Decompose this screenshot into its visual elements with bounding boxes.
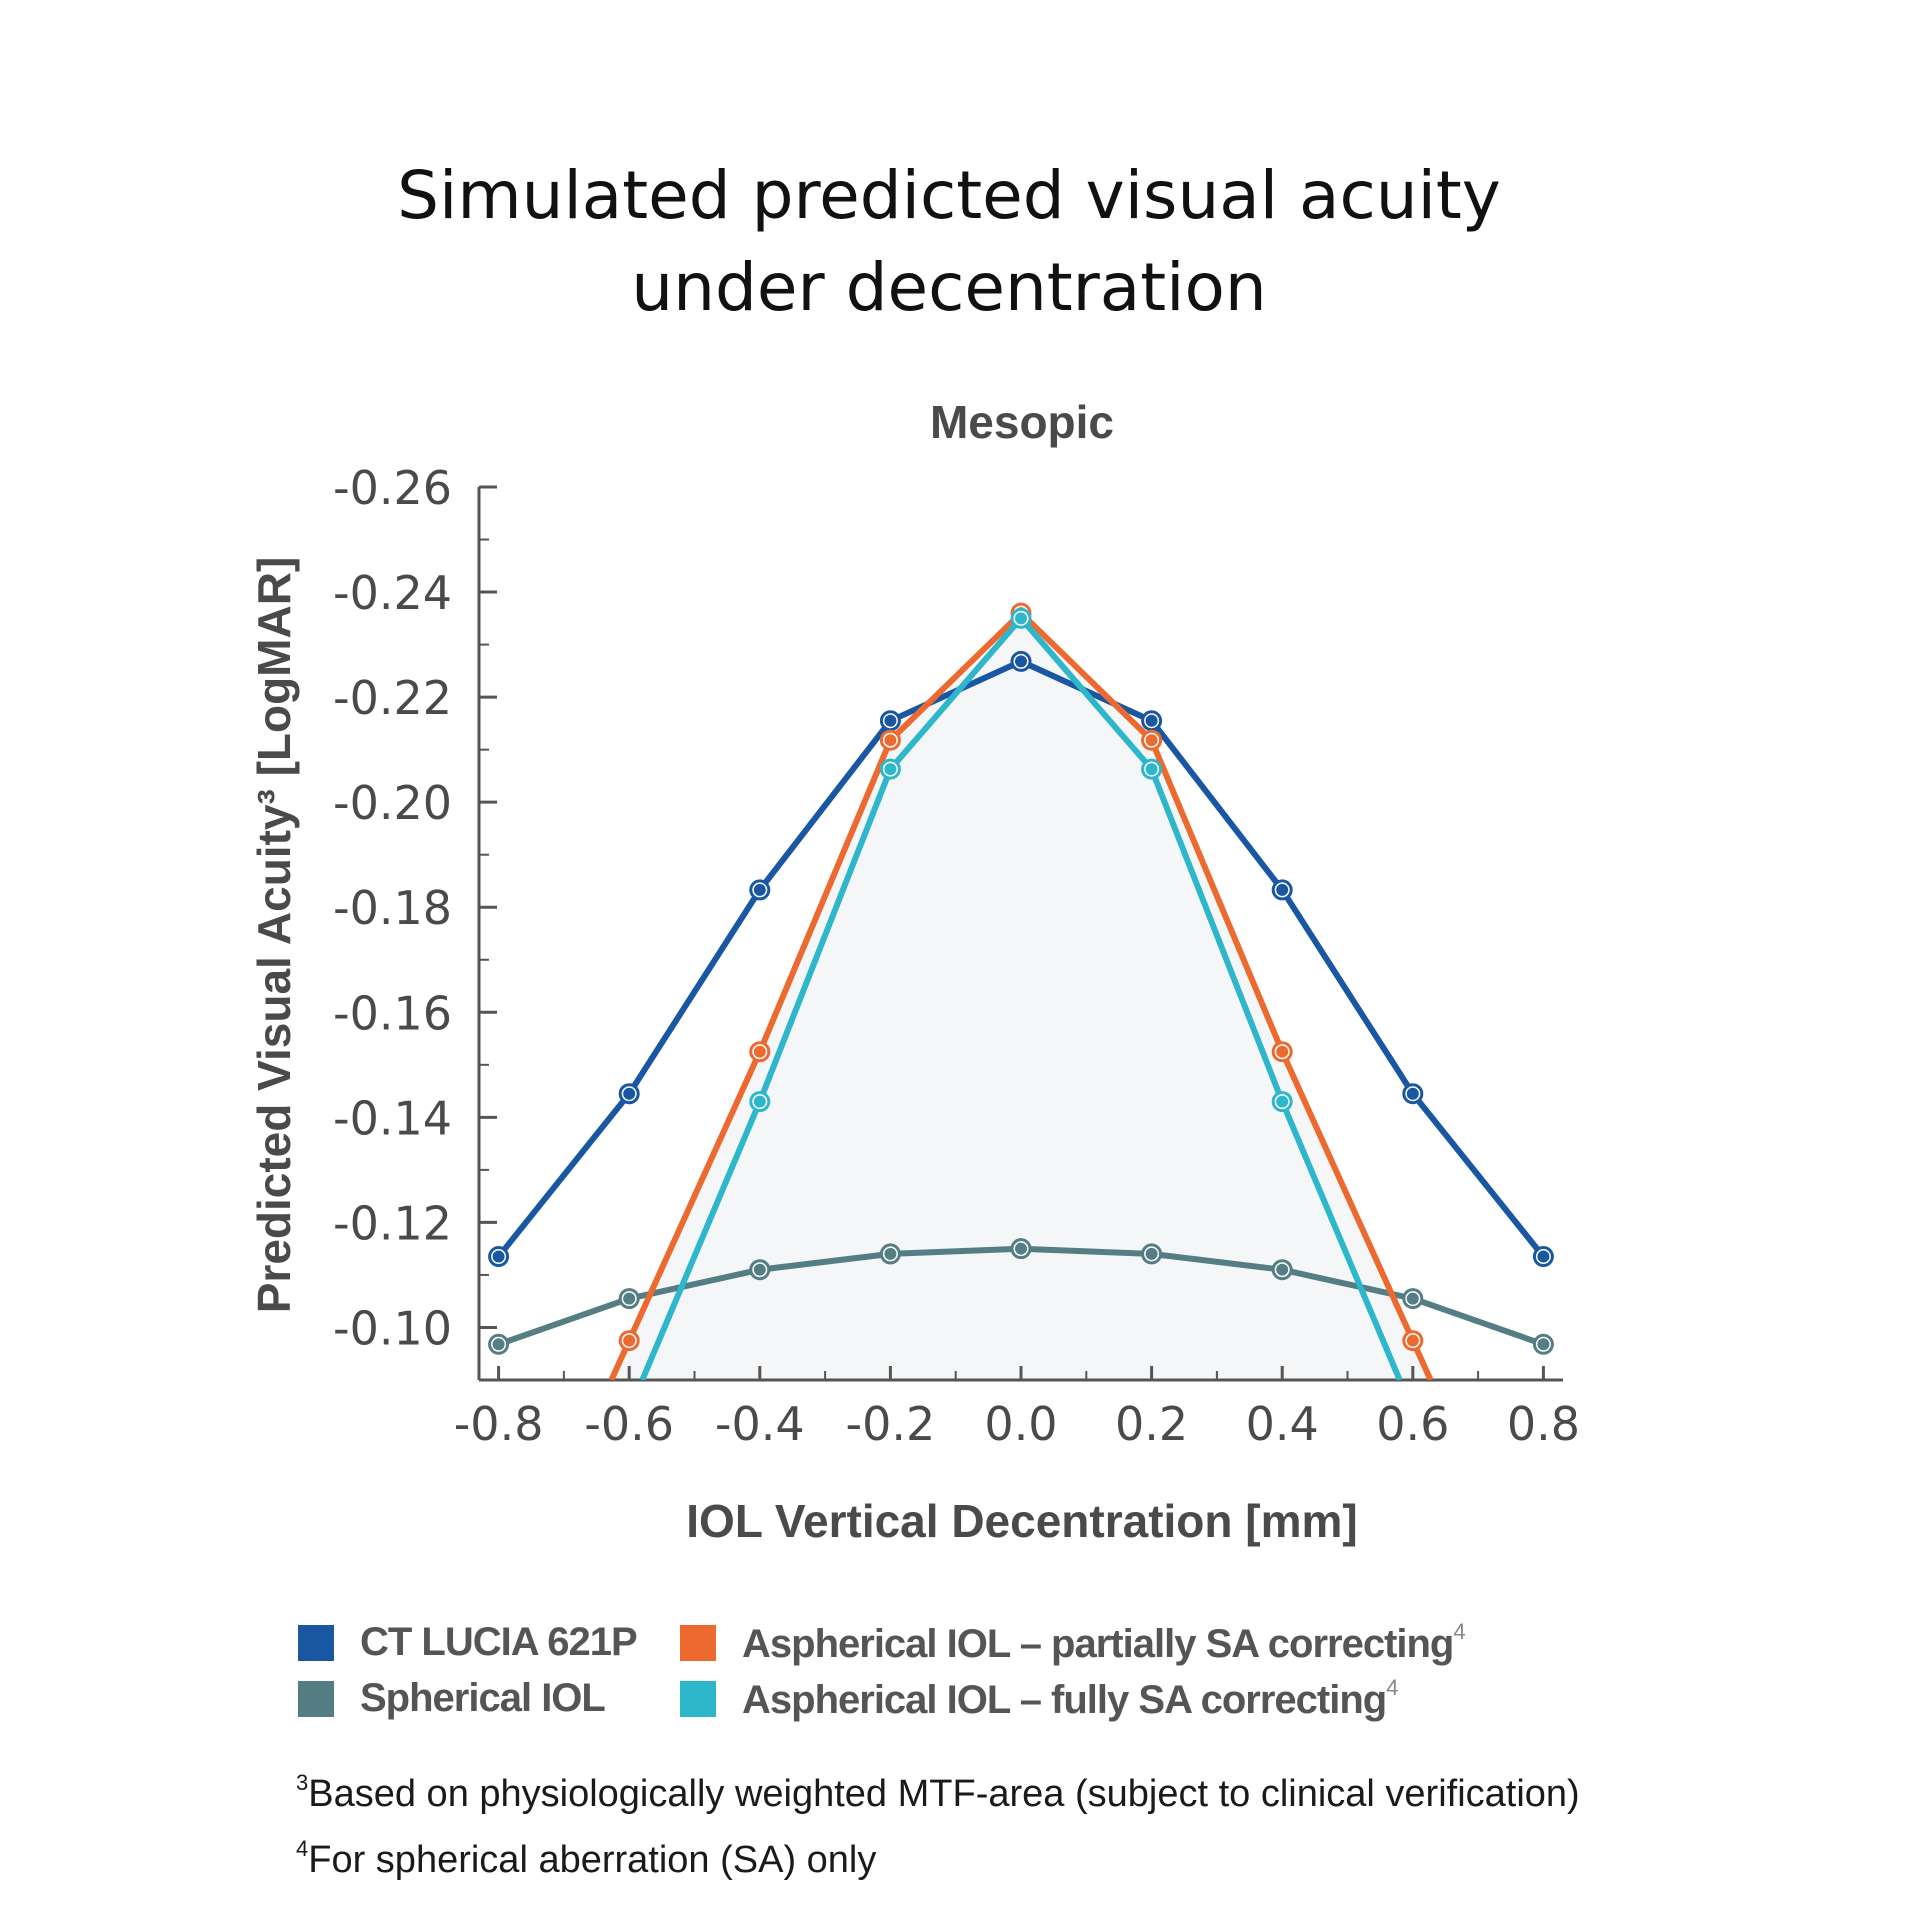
footnote-4: 4For spherical aberration (SA) only bbox=[296, 1836, 876, 1882]
y-tick-label: -0.14 bbox=[333, 1091, 452, 1145]
data-point-core-ct-lucia bbox=[884, 714, 897, 727]
data-point-core-partial bbox=[1145, 734, 1158, 747]
data-point-core-full bbox=[1015, 612, 1027, 625]
data-point-core-full bbox=[1276, 1095, 1289, 1108]
data-point-core-ct-lucia bbox=[753, 883, 766, 896]
x-tick-label: -0.4 bbox=[715, 1397, 805, 1451]
data-point-core-partial bbox=[884, 734, 897, 747]
legend-item-spherical: Spherical IOL bbox=[298, 1671, 606, 1726]
data-point-core-ct-lucia bbox=[492, 1250, 505, 1263]
footnote-3-text: Based on physiologically weighted MTF-ar… bbox=[308, 1773, 1580, 1815]
data-point-core-spherical bbox=[1145, 1247, 1158, 1260]
shaded-area bbox=[611, 613, 1431, 1380]
legend-label-ct-lucia: CT LUCIA 621P bbox=[360, 1620, 638, 1664]
data-point-core-spherical bbox=[1015, 1242, 1027, 1255]
y-tick-label: -0.12 bbox=[333, 1196, 452, 1250]
legend-sup-partial: 4 bbox=[1453, 1618, 1465, 1644]
x-tick-label: 0.0 bbox=[984, 1397, 1057, 1451]
legend-item-full: Aspherical IOL – fully SA correcting4 bbox=[680, 1671, 1398, 1726]
data-point-core-partial bbox=[1406, 1334, 1419, 1347]
data-point-core-spherical bbox=[884, 1247, 897, 1260]
legend-swatch-ct-lucia bbox=[298, 1624, 334, 1661]
x-tick-label: 0.4 bbox=[1246, 1397, 1319, 1451]
data-point-core-full bbox=[1145, 763, 1158, 776]
page-title: Simulated predicted visual acuity under … bbox=[0, 150, 1898, 334]
legend-label-full: Aspherical IOL – fully SA correcting4 bbox=[742, 1674, 1398, 1722]
legend-sup-full: 4 bbox=[1386, 1674, 1398, 1700]
data-point-core-ct-lucia bbox=[1406, 1087, 1419, 1100]
y-tick-label: -0.16 bbox=[333, 986, 452, 1040]
data-point-core-ct-lucia bbox=[1145, 714, 1158, 727]
footnote-3-marker: 3 bbox=[296, 1770, 309, 1795]
legend-label-partial: Aspherical IOL – partially SA correcting… bbox=[742, 1618, 1466, 1666]
data-point-core-ct-lucia bbox=[1537, 1250, 1550, 1263]
legend-swatch-full bbox=[680, 1680, 716, 1717]
y-axis-label: Predicted Visual Acuity³ [LogMAR] bbox=[248, 557, 300, 1314]
y-tick-label: -0.20 bbox=[333, 776, 452, 830]
data-point-core-spherical bbox=[753, 1263, 766, 1276]
x-tick-label: -0.2 bbox=[846, 1397, 936, 1451]
x-tick-label: -0.8 bbox=[454, 1397, 544, 1451]
footnote-4-text: For spherical aberration (SA) only bbox=[308, 1839, 877, 1881]
y-tick-label: -0.18 bbox=[333, 881, 452, 935]
data-point-core-partial bbox=[1276, 1045, 1289, 1058]
data-point-core-ct-lucia bbox=[1015, 655, 1027, 668]
data-point-core-spherical bbox=[1537, 1338, 1550, 1351]
data-point-core-ct-lucia bbox=[1276, 883, 1289, 896]
x-tick-label: 0.2 bbox=[1115, 1397, 1188, 1451]
data-point-core-full bbox=[884, 763, 897, 776]
data-point-core-spherical bbox=[1276, 1263, 1289, 1276]
y-tick-label: -0.26 bbox=[333, 461, 452, 515]
data-point-core-ct-lucia bbox=[623, 1087, 636, 1100]
footnote-4-marker: 4 bbox=[296, 1836, 309, 1861]
data-point-core-spherical bbox=[623, 1292, 636, 1305]
x-tick-label: 0.8 bbox=[1507, 1397, 1580, 1451]
page-title-line-1: Simulated predicted visual acuity bbox=[397, 157, 1501, 234]
y-tick-label: -0.10 bbox=[333, 1301, 452, 1355]
chart-subtitle: Mesopic bbox=[930, 396, 1114, 448]
x-axis-label: IOL Vertical Decentration [mm] bbox=[686, 1495, 1357, 1547]
legend-swatch-spherical bbox=[298, 1680, 334, 1717]
data-point-core-spherical bbox=[492, 1338, 505, 1351]
data-point-core-partial bbox=[753, 1045, 766, 1058]
y-tick-label: -0.22 bbox=[333, 671, 452, 725]
data-point-core-spherical bbox=[1406, 1292, 1419, 1305]
legend-swatch-partial bbox=[680, 1624, 716, 1661]
data-point-core-full bbox=[753, 1095, 766, 1108]
legend-label-spherical: Spherical IOL bbox=[360, 1676, 606, 1720]
legend-item-partial: Aspherical IOL – partially SA correcting… bbox=[680, 1615, 1466, 1670]
data-point-core-partial bbox=[623, 1334, 636, 1347]
chart-legend: CT LUCIA 621P Spherical IOL Aspherical I… bbox=[298, 1615, 1598, 1735]
legend-item-ct-lucia: CT LUCIA 621P bbox=[298, 1615, 638, 1670]
footnote-3: 3Based on physiologically weighted MTF-a… bbox=[296, 1770, 1580, 1816]
page-title-line-2: under decentration bbox=[631, 249, 1267, 326]
y-tick-label: -0.24 bbox=[333, 566, 452, 620]
x-tick-label: 0.6 bbox=[1376, 1397, 1449, 1451]
x-tick-label: -0.6 bbox=[584, 1397, 674, 1451]
